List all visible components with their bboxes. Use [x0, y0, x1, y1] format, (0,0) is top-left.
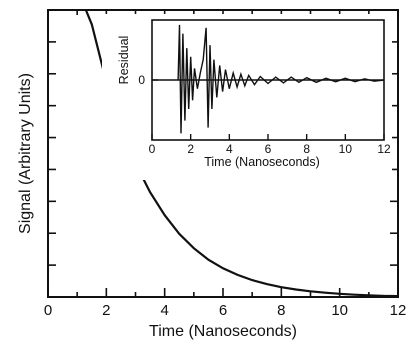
inset-x-tick-label: 0: [149, 142, 156, 156]
inset-background: [102, 14, 392, 180]
main-x-tick-label: 12: [390, 302, 406, 319]
main-x-tick-label: 10: [331, 302, 348, 319]
inset-x-tick-label: 4: [226, 142, 233, 156]
inset-x-tick-label: 12: [377, 142, 391, 156]
inset-y-axis-title: Residual: [117, 36, 131, 85]
main-x-tick-label: 0: [44, 302, 52, 319]
main-x-tick-label: 4: [160, 302, 168, 319]
main-x-tick-label: 2: [102, 302, 110, 319]
inset-y-tick-labels: 0: [138, 73, 145, 87]
main-x-tick-label: 6: [219, 302, 227, 319]
main-x-tick-labels: 0 2 4 6 8 10 12: [44, 302, 406, 319]
inset-x-tick-label: 10: [339, 142, 353, 156]
main-y-axis-title: Signal (Arbitrary Units): [17, 73, 34, 234]
inset-residual-chart: 0 2 4 6 8 10 12 0 Time (Nanoseconds) Residual: [102, 14, 392, 180]
main-x-axis-title: Time (Nanoseconds): [149, 323, 297, 340]
inset-x-tick-labels: 0 2 4 6 8 10 12: [149, 142, 391, 156]
main-x-tick-label: 8: [277, 302, 285, 319]
inset-x-tick-label: 6: [265, 142, 272, 156]
inset-x-tick-label: 8: [303, 142, 310, 156]
inset-x-axis-title: Time (Nanoseconds): [204, 155, 320, 169]
inset-x-tick-label: 2: [187, 142, 194, 156]
residual-trace: [177, 24, 385, 134]
inset-x-ticks: [151, 134, 385, 140]
inset-y-tick-label: 0: [138, 73, 145, 87]
